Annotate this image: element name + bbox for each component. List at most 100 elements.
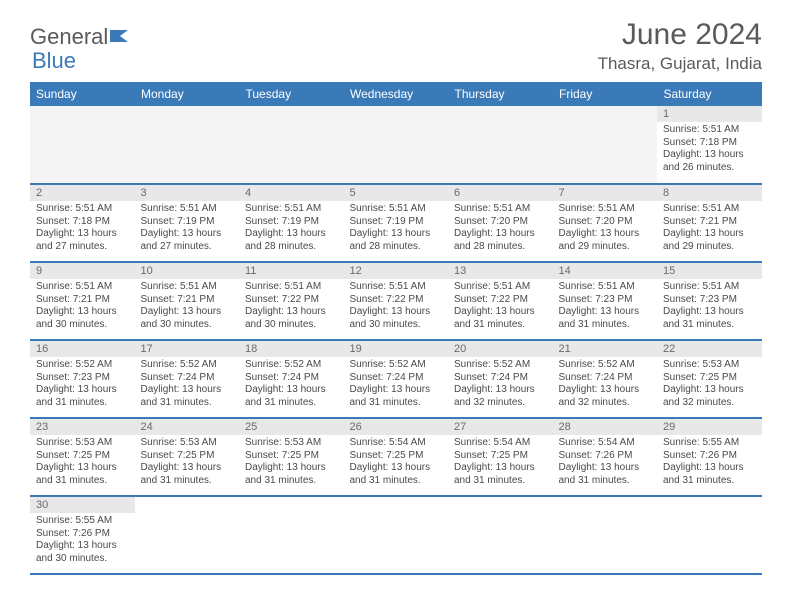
- day-number: 9: [30, 263, 135, 279]
- day-number: 25: [239, 419, 344, 435]
- weekday-header: Friday: [553, 82, 658, 106]
- day-details: Sunrise: 5:52 AMSunset: 7:24 PMDaylight:…: [239, 357, 344, 413]
- calendar-cell: 18Sunrise: 5:52 AMSunset: 7:24 PMDayligh…: [239, 340, 344, 418]
- day-details: Sunrise: 5:52 AMSunset: 7:24 PMDaylight:…: [344, 357, 449, 413]
- logo-text-2: Blue: [32, 48, 76, 74]
- day-number: 24: [135, 419, 240, 435]
- calendar-cell: 3Sunrise: 5:51 AMSunset: 7:19 PMDaylight…: [135, 184, 240, 262]
- day-number: 27: [448, 419, 553, 435]
- day-number: 29: [657, 419, 762, 435]
- calendar-body: 1Sunrise: 5:51 AMSunset: 7:18 PMDaylight…: [30, 106, 762, 574]
- day-details: Sunrise: 5:54 AMSunset: 7:25 PMDaylight:…: [344, 435, 449, 491]
- day-number: 7: [553, 185, 658, 201]
- day-details: Sunrise: 5:53 AMSunset: 7:25 PMDaylight:…: [657, 357, 762, 413]
- calendar-row: 9Sunrise: 5:51 AMSunset: 7:21 PMDaylight…: [30, 262, 762, 340]
- day-number: 30: [30, 497, 135, 513]
- day-details: Sunrise: 5:51 AMSunset: 7:19 PMDaylight:…: [239, 201, 344, 257]
- day-details: Sunrise: 5:51 AMSunset: 7:22 PMDaylight:…: [239, 279, 344, 335]
- logo: General: [30, 24, 130, 50]
- calendar-cell: 4Sunrise: 5:51 AMSunset: 7:19 PMDaylight…: [239, 184, 344, 262]
- calendar-cell: 28Sunrise: 5:54 AMSunset: 7:26 PMDayligh…: [553, 418, 658, 496]
- flag-icon: [110, 24, 130, 50]
- weekday-header: Monday: [135, 82, 240, 106]
- calendar-cell: 9Sunrise: 5:51 AMSunset: 7:21 PMDaylight…: [30, 262, 135, 340]
- day-details: Sunrise: 5:51 AMSunset: 7:18 PMDaylight:…: [657, 122, 762, 178]
- calendar-cell: [448, 106, 553, 184]
- calendar-cell: [135, 496, 240, 574]
- logo-text-1: General: [30, 24, 108, 50]
- day-number: 8: [657, 185, 762, 201]
- weekday-header: Wednesday: [344, 82, 449, 106]
- calendar-cell: 10Sunrise: 5:51 AMSunset: 7:21 PMDayligh…: [135, 262, 240, 340]
- day-details: Sunrise: 5:51 AMSunset: 7:19 PMDaylight:…: [344, 201, 449, 257]
- calendar-cell: 29Sunrise: 5:55 AMSunset: 7:26 PMDayligh…: [657, 418, 762, 496]
- calendar-cell: [553, 106, 658, 184]
- day-number: 23: [30, 419, 135, 435]
- day-number: 26: [344, 419, 449, 435]
- day-number: 6: [448, 185, 553, 201]
- calendar-cell: 19Sunrise: 5:52 AMSunset: 7:24 PMDayligh…: [344, 340, 449, 418]
- calendar-cell: 11Sunrise: 5:51 AMSunset: 7:22 PMDayligh…: [239, 262, 344, 340]
- header: General June 2024 Thasra, Gujarat, India: [0, 0, 792, 82]
- calendar-cell: [239, 496, 344, 574]
- weekday-header: Sunday: [30, 82, 135, 106]
- day-number: 13: [448, 263, 553, 279]
- calendar-cell: 20Sunrise: 5:52 AMSunset: 7:24 PMDayligh…: [448, 340, 553, 418]
- month-title: June 2024: [598, 18, 762, 52]
- day-number: 15: [657, 263, 762, 279]
- calendar-cell: 23Sunrise: 5:53 AMSunset: 7:25 PMDayligh…: [30, 418, 135, 496]
- day-number: 12: [344, 263, 449, 279]
- calendar-cell: 7Sunrise: 5:51 AMSunset: 7:20 PMDaylight…: [553, 184, 658, 262]
- day-number: 10: [135, 263, 240, 279]
- calendar-cell: 15Sunrise: 5:51 AMSunset: 7:23 PMDayligh…: [657, 262, 762, 340]
- day-details: Sunrise: 5:52 AMSunset: 7:24 PMDaylight:…: [448, 357, 553, 413]
- day-details: Sunrise: 5:51 AMSunset: 7:21 PMDaylight:…: [135, 279, 240, 335]
- calendar-cell: 12Sunrise: 5:51 AMSunset: 7:22 PMDayligh…: [344, 262, 449, 340]
- day-details: Sunrise: 5:51 AMSunset: 7:23 PMDaylight:…: [657, 279, 762, 335]
- calendar-cell: [135, 106, 240, 184]
- calendar-cell: 25Sunrise: 5:53 AMSunset: 7:25 PMDayligh…: [239, 418, 344, 496]
- calendar-cell: [448, 496, 553, 574]
- calendar-cell: 1Sunrise: 5:51 AMSunset: 7:18 PMDaylight…: [657, 106, 762, 184]
- weekday-header: Tuesday: [239, 82, 344, 106]
- calendar-cell: 26Sunrise: 5:54 AMSunset: 7:25 PMDayligh…: [344, 418, 449, 496]
- day-details: Sunrise: 5:53 AMSunset: 7:25 PMDaylight:…: [135, 435, 240, 491]
- day-number: 14: [553, 263, 658, 279]
- day-details: Sunrise: 5:51 AMSunset: 7:20 PMDaylight:…: [553, 201, 658, 257]
- calendar-cell: 14Sunrise: 5:51 AMSunset: 7:23 PMDayligh…: [553, 262, 658, 340]
- day-number: 1: [657, 106, 762, 122]
- day-number: 17: [135, 341, 240, 357]
- calendar-table: SundayMondayTuesdayWednesdayThursdayFrid…: [30, 82, 762, 575]
- day-details: Sunrise: 5:52 AMSunset: 7:24 PMDaylight:…: [553, 357, 658, 413]
- calendar-cell: 2Sunrise: 5:51 AMSunset: 7:18 PMDaylight…: [30, 184, 135, 262]
- day-details: Sunrise: 5:51 AMSunset: 7:18 PMDaylight:…: [30, 201, 135, 257]
- day-number: 19: [344, 341, 449, 357]
- calendar-cell: 5Sunrise: 5:51 AMSunset: 7:19 PMDaylight…: [344, 184, 449, 262]
- day-details: Sunrise: 5:53 AMSunset: 7:25 PMDaylight:…: [30, 435, 135, 491]
- day-details: Sunrise: 5:51 AMSunset: 7:19 PMDaylight:…: [135, 201, 240, 257]
- calendar-cell: 30Sunrise: 5:55 AMSunset: 7:26 PMDayligh…: [30, 496, 135, 574]
- calendar-row: 30Sunrise: 5:55 AMSunset: 7:26 PMDayligh…: [30, 496, 762, 574]
- day-details: Sunrise: 5:54 AMSunset: 7:25 PMDaylight:…: [448, 435, 553, 491]
- day-number: 20: [448, 341, 553, 357]
- weekday-header: Thursday: [448, 82, 553, 106]
- day-details: Sunrise: 5:51 AMSunset: 7:20 PMDaylight:…: [448, 201, 553, 257]
- calendar-cell: [30, 106, 135, 184]
- day-details: Sunrise: 5:51 AMSunset: 7:22 PMDaylight:…: [448, 279, 553, 335]
- day-number: 3: [135, 185, 240, 201]
- day-number: 16: [30, 341, 135, 357]
- calendar-cell: 13Sunrise: 5:51 AMSunset: 7:22 PMDayligh…: [448, 262, 553, 340]
- day-details: Sunrise: 5:54 AMSunset: 7:26 PMDaylight:…: [553, 435, 658, 491]
- day-details: Sunrise: 5:55 AMSunset: 7:26 PMDaylight:…: [657, 435, 762, 491]
- calendar-cell: 16Sunrise: 5:52 AMSunset: 7:23 PMDayligh…: [30, 340, 135, 418]
- location: Thasra, Gujarat, India: [598, 54, 762, 74]
- calendar-cell: 6Sunrise: 5:51 AMSunset: 7:20 PMDaylight…: [448, 184, 553, 262]
- calendar-cell: [553, 496, 658, 574]
- weekday-header-row: SundayMondayTuesdayWednesdayThursdayFrid…: [30, 82, 762, 106]
- day-details: Sunrise: 5:51 AMSunset: 7:23 PMDaylight:…: [553, 279, 658, 335]
- day-details: Sunrise: 5:55 AMSunset: 7:26 PMDaylight:…: [30, 513, 135, 569]
- day-details: Sunrise: 5:53 AMSunset: 7:25 PMDaylight:…: [239, 435, 344, 491]
- calendar-cell: 27Sunrise: 5:54 AMSunset: 7:25 PMDayligh…: [448, 418, 553, 496]
- calendar-row: 23Sunrise: 5:53 AMSunset: 7:25 PMDayligh…: [30, 418, 762, 496]
- day-number: 2: [30, 185, 135, 201]
